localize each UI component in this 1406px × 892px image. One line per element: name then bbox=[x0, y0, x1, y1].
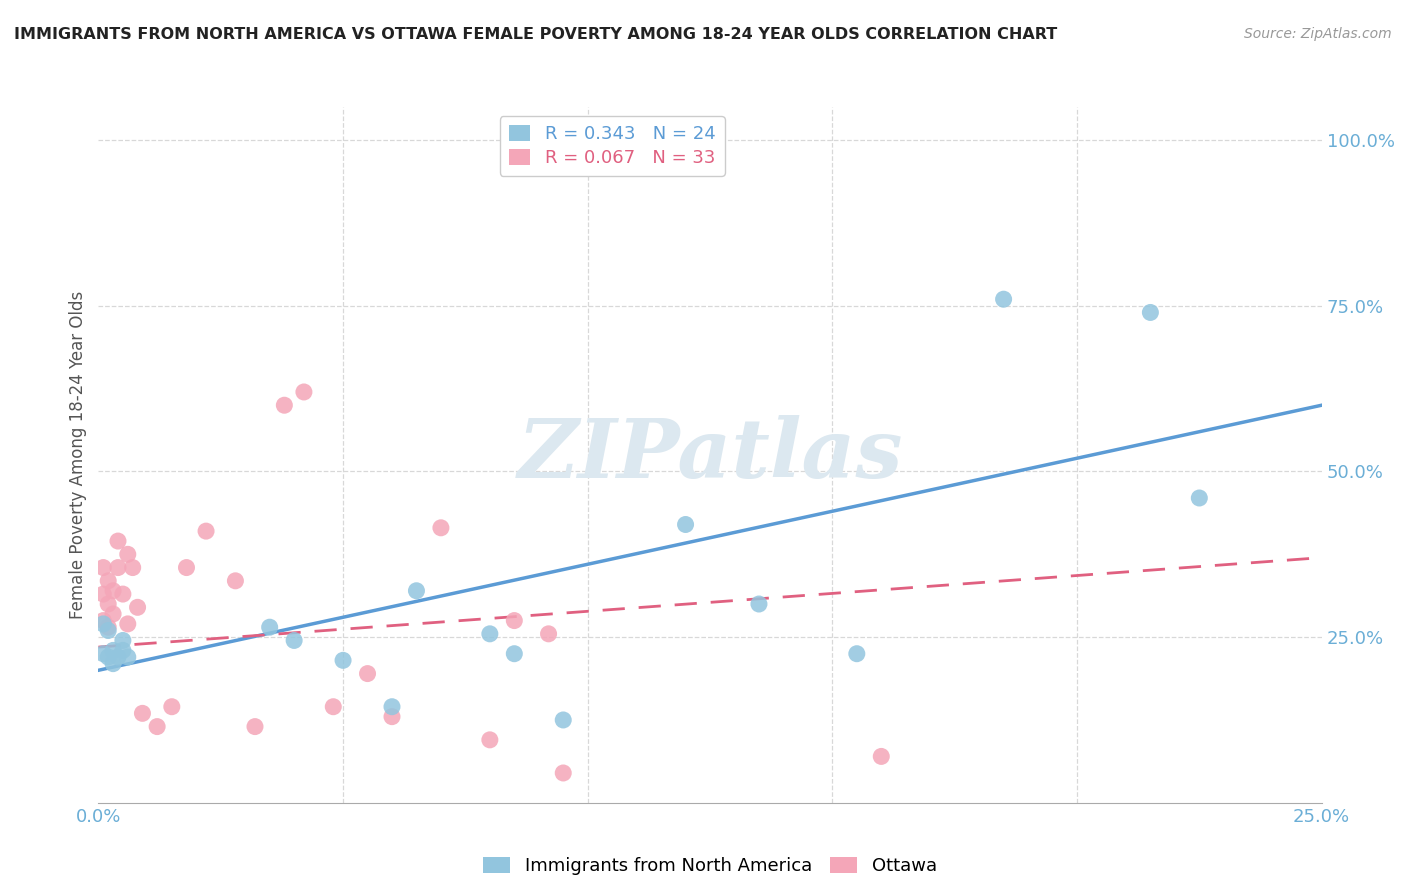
Point bbox=[503, 614, 526, 628]
Point bbox=[111, 643, 134, 657]
Point bbox=[748, 597, 770, 611]
Point bbox=[1188, 491, 1211, 505]
Point bbox=[430, 521, 453, 535]
Text: IMMIGRANTS FROM NORTH AMERICA VS OTTAWA FEMALE POVERTY AMONG 18-24 YEAR OLDS COR: IMMIGRANTS FROM NORTH AMERICA VS OTTAWA … bbox=[14, 27, 1057, 42]
Point bbox=[111, 633, 134, 648]
Point bbox=[553, 766, 575, 780]
Point bbox=[283, 633, 305, 648]
Point bbox=[224, 574, 246, 588]
Text: ZIPatlas: ZIPatlas bbox=[517, 415, 903, 495]
Point bbox=[101, 607, 124, 621]
Point bbox=[101, 643, 124, 657]
Point bbox=[1139, 305, 1161, 319]
Point bbox=[117, 616, 139, 631]
Point bbox=[381, 699, 404, 714]
Point bbox=[91, 614, 114, 628]
Point bbox=[160, 699, 183, 714]
Point bbox=[993, 292, 1015, 306]
Point bbox=[322, 699, 344, 714]
Point bbox=[111, 587, 134, 601]
Point bbox=[503, 647, 526, 661]
Y-axis label: Female Poverty Among 18-24 Year Olds: Female Poverty Among 18-24 Year Olds bbox=[69, 291, 87, 619]
Point bbox=[176, 560, 198, 574]
Point bbox=[127, 600, 149, 615]
Point bbox=[121, 560, 143, 574]
Point bbox=[845, 647, 868, 661]
Point bbox=[91, 616, 114, 631]
Point bbox=[97, 650, 120, 665]
Point bbox=[381, 709, 404, 723]
Point bbox=[405, 583, 427, 598]
Text: Source: ZipAtlas.com: Source: ZipAtlas.com bbox=[1244, 27, 1392, 41]
Point bbox=[131, 706, 153, 721]
Point bbox=[243, 720, 266, 734]
Point bbox=[91, 560, 114, 574]
Point bbox=[259, 620, 281, 634]
Point bbox=[101, 657, 124, 671]
Point bbox=[273, 398, 295, 412]
Point bbox=[478, 732, 501, 747]
Point bbox=[117, 650, 139, 665]
Point bbox=[107, 560, 129, 574]
Point bbox=[195, 524, 218, 538]
Legend: Immigrants from North America, Ottawa: Immigrants from North America, Ottawa bbox=[474, 848, 946, 884]
Point bbox=[675, 517, 697, 532]
Point bbox=[356, 666, 378, 681]
Point bbox=[870, 749, 893, 764]
Point bbox=[478, 627, 501, 641]
Point bbox=[332, 653, 354, 667]
Point bbox=[107, 650, 129, 665]
Point bbox=[107, 534, 129, 549]
Point bbox=[292, 384, 315, 399]
Point bbox=[97, 597, 120, 611]
Point bbox=[97, 624, 120, 638]
Point bbox=[91, 587, 114, 601]
Point bbox=[97, 574, 120, 588]
Point bbox=[97, 620, 120, 634]
Point bbox=[101, 583, 124, 598]
Point bbox=[146, 720, 169, 734]
Point bbox=[91, 647, 114, 661]
Point bbox=[117, 547, 139, 561]
Point bbox=[553, 713, 575, 727]
Point bbox=[537, 627, 560, 641]
